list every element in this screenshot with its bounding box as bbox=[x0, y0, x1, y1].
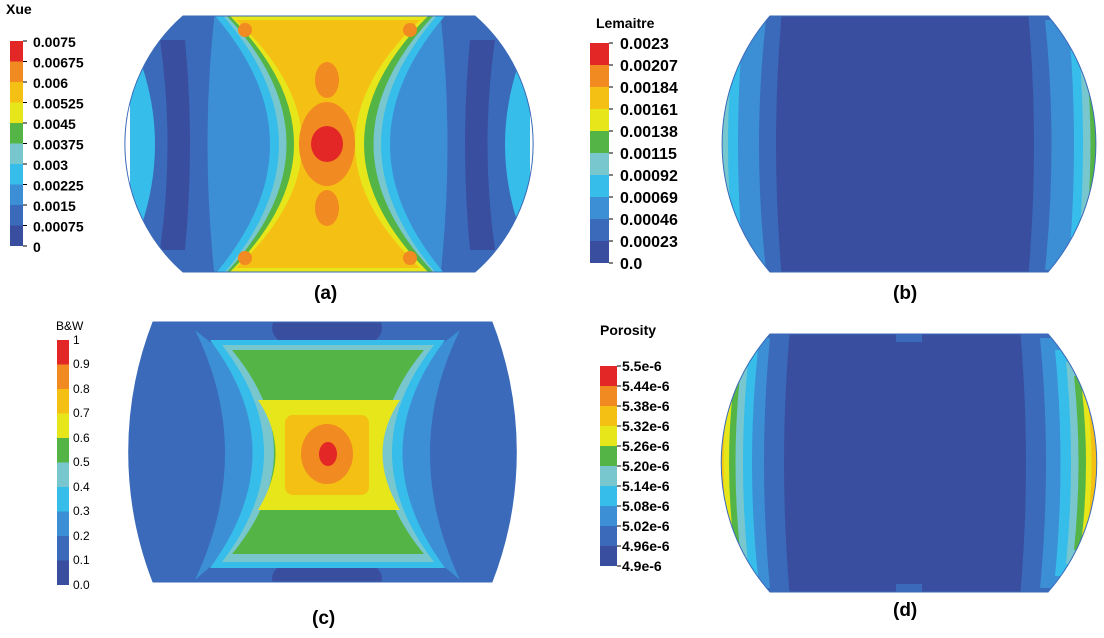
tick-label: 0.00525 bbox=[33, 96, 84, 112]
tick-label: 0.00184 bbox=[620, 80, 678, 97]
panel-a: Xue 0.0075 0.00675 0.006 0.00525 0.0045 … bbox=[6, 1, 534, 304]
legend-c: B&W 1 0.9 0.8 0.7 0.6 0.5 0.4 0.3 0.2 0.… bbox=[56, 319, 90, 592]
tick-label: 5.32e-6 bbox=[622, 418, 670, 434]
panel-d: Porosity 5.5e-6 5.44e-6 5.38e-6 5.32e-6 … bbox=[600, 322, 1098, 621]
panel-label-c: (c) bbox=[312, 608, 335, 629]
tick-label: 0.9 bbox=[73, 357, 90, 371]
contour-plot-d bbox=[721, 334, 1097, 592]
legend-title-d: Porosity bbox=[600, 322, 656, 338]
tick-label: 5.44e-6 bbox=[622, 378, 670, 394]
tick-label: 0.6 bbox=[73, 431, 90, 445]
tick-label: 5.26e-6 bbox=[622, 438, 670, 454]
legend-ticks-c: 1 0.9 0.8 0.7 0.6 0.5 0.4 0.3 0.2 0.1 0.… bbox=[73, 333, 90, 592]
tick-label: 0.003 bbox=[33, 157, 68, 173]
tick-label: 0.2 bbox=[73, 529, 90, 543]
tick-label: 0.0023 bbox=[620, 36, 669, 53]
panel-c: B&W 1 0.9 0.8 0.7 0.6 0.5 0.4 0.3 0.2 0.… bbox=[56, 319, 517, 629]
tick-label: 0.00161 bbox=[620, 102, 678, 119]
legend-b: Lemaitre 0.0023 0.00207 0.00184 0.00161 … bbox=[590, 15, 678, 273]
tick-label: 5.08e-6 bbox=[622, 498, 670, 514]
tick-label: 0.3 bbox=[73, 504, 90, 518]
legend-ticks-b: 0.0023 0.00207 0.00184 0.00161 0.00138 0… bbox=[609, 36, 678, 273]
tick-label: 0.8 bbox=[73, 382, 90, 396]
tick-label: 0.00675 bbox=[33, 55, 84, 71]
tick-label: 5.02e-6 bbox=[622, 518, 670, 534]
contour-plot-c bbox=[128, 322, 517, 582]
legend-title-c: B&W bbox=[56, 319, 84, 333]
tick-label: 0 bbox=[33, 239, 41, 255]
contour-plot-b bbox=[722, 16, 1096, 272]
tick-label: 0.00115 bbox=[620, 146, 677, 163]
panel-label-d: (d) bbox=[893, 600, 917, 621]
panel-label-a: (a) bbox=[314, 283, 337, 304]
panel-b: Lemaitre 0.0023 0.00207 0.00184 0.00161 … bbox=[590, 15, 1097, 304]
tick-label: 0.006 bbox=[33, 75, 68, 91]
panel-label-b: (b) bbox=[893, 283, 917, 304]
tick-label: 0.00046 bbox=[620, 212, 678, 229]
tick-label: 0.0 bbox=[73, 578, 90, 592]
tick-label: 0.00092 bbox=[620, 168, 678, 185]
tick-label: 0.00138 bbox=[620, 124, 678, 141]
tick-label: 5.38e-6 bbox=[622, 398, 670, 414]
legend-title-b: Lemaitre bbox=[596, 15, 655, 31]
legend-a: Xue 0.0075 0.00675 0.006 0.00525 0.0045 … bbox=[6, 1, 84, 255]
tick-label: 0.00207 bbox=[620, 58, 678, 75]
legend-ticks-a: 0.0075 0.00675 0.006 0.00525 0.0045 0.00… bbox=[23, 34, 84, 255]
tick-label: 0.5 bbox=[73, 455, 90, 469]
legend-title-a: Xue bbox=[6, 1, 32, 17]
tick-label: 0.00375 bbox=[33, 137, 84, 153]
tick-label: 0.7 bbox=[73, 406, 90, 420]
tick-label: 1 bbox=[73, 333, 80, 347]
tick-label: 0.00069 bbox=[620, 190, 678, 207]
contour-plot-a bbox=[130, 16, 530, 272]
tick-label: 0.00225 bbox=[33, 178, 84, 194]
tick-label: 0.4 bbox=[73, 480, 90, 494]
tick-label: 0.0015 bbox=[33, 198, 76, 214]
tick-label: 5.20e-6 bbox=[622, 458, 670, 474]
legend-d: Porosity 5.5e-6 5.44e-6 5.38e-6 5.32e-6 … bbox=[600, 322, 670, 574]
tick-label: 0.00023 bbox=[620, 234, 678, 251]
tick-label: 0.00075 bbox=[33, 219, 84, 235]
tick-label: 0.0075 bbox=[33, 34, 76, 50]
tick-label: 4.96e-6 bbox=[622, 538, 670, 554]
tick-label: 5.14e-6 bbox=[622, 478, 670, 494]
legend-ticks-d: 5.5e-6 5.44e-6 5.38e-6 5.32e-6 5.26e-6 5… bbox=[617, 358, 670, 574]
tick-label: 5.5e-6 bbox=[622, 358, 662, 374]
tick-label: 0.0045 bbox=[33, 116, 76, 132]
tick-label: 0.0 bbox=[620, 256, 642, 273]
tick-label: 4.9e-6 bbox=[622, 558, 662, 574]
tick-label: 0.1 bbox=[73, 553, 90, 567]
